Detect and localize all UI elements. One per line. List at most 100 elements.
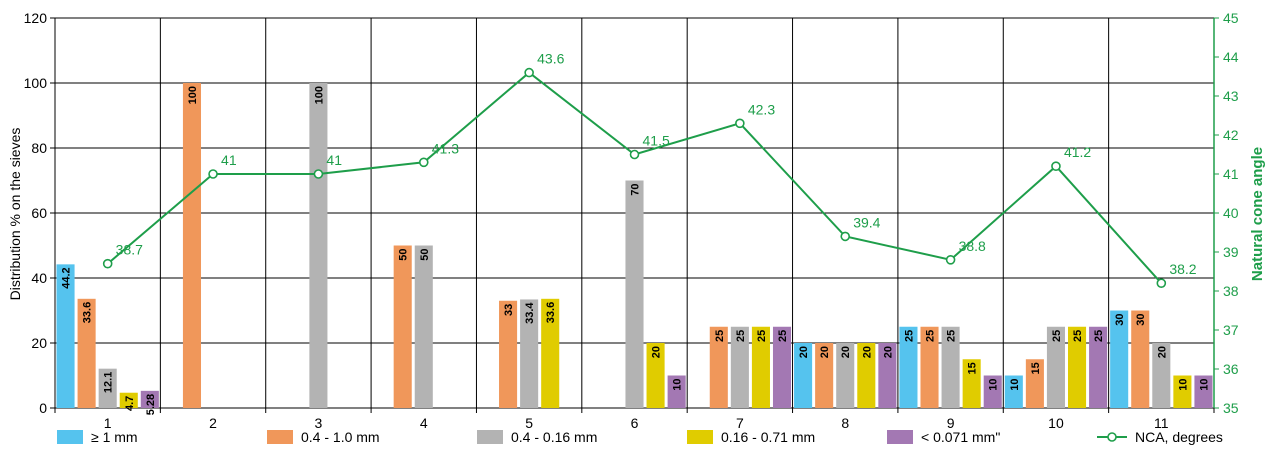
bar (920, 326, 939, 408)
bar-value-label: 10 (1177, 379, 1189, 391)
nca-point-label: 42.3 (748, 101, 775, 117)
bar (815, 343, 834, 408)
legend: ≥ 1 mm 0.4 - 1.0 mm 0.4 - 0.16 mm 0.16 - 0.… (57, 429, 1223, 445)
bar-value-label: 25 (777, 330, 789, 342)
legend-line-marker (1107, 432, 1117, 442)
bar (119, 392, 138, 408)
bar (794, 343, 813, 408)
bar-value-label: 25 (1093, 330, 1105, 342)
bar (1131, 310, 1150, 408)
y-tick-label: 100 (24, 75, 48, 91)
bar (1067, 326, 1087, 408)
bar-value-label: 15 (1030, 362, 1042, 374)
bar (1025, 359, 1044, 408)
legend-label: NCA, degrees (1135, 429, 1223, 445)
bar-value-label: 10 (1198, 379, 1210, 391)
bar-value-label: 25 (903, 330, 915, 342)
legend-swatch (687, 430, 713, 444)
bar (541, 298, 560, 408)
y2-tick-label: 41 (1223, 166, 1239, 182)
bar (499, 300, 518, 408)
bar (646, 343, 665, 408)
bar-value-label: 4.7 (124, 396, 136, 411)
y2-tick-label: 35 (1223, 400, 1239, 416)
legend-label: < 0.071 mm" (921, 429, 1000, 445)
bar (730, 326, 749, 408)
bar-value-label: 50 (398, 249, 410, 261)
nca-point-label: 39.4 (853, 214, 880, 230)
bar-value-label: 100 (313, 86, 325, 104)
bar-value-label: 20 (651, 346, 663, 358)
x-tick-label: 9 (947, 415, 955, 431)
bar (667, 375, 686, 408)
bar-value-label: 44.2 (61, 267, 73, 288)
bar-value-label: 25 (946, 330, 958, 342)
nca-point-label: 41.5 (643, 133, 670, 149)
y2-tick-label: 38 (1223, 283, 1239, 299)
bar-value-label: 25 (925, 330, 937, 342)
bar (182, 83, 202, 408)
y-axis-label: Distribution % on the sieves (7, 128, 23, 301)
y-tick-label: 20 (31, 335, 47, 351)
nca-point (1156, 278, 1167, 289)
bar (962, 359, 981, 408)
legend-label: 0.16 - 0.71 mm (721, 429, 815, 445)
bar (1046, 326, 1065, 408)
bar-value-label: 25 (756, 330, 768, 342)
nca-point-label: 38.8 (959, 238, 986, 254)
y2-tick-label: 39 (1223, 244, 1239, 260)
legend-label: 0.4 - 0.16 mm (511, 429, 597, 445)
bar (857, 343, 876, 408)
legend-swatch (267, 430, 293, 444)
bar-value-label: 33 (503, 304, 515, 316)
bar-value-label: 25 (735, 330, 747, 342)
bar-value-label: 30 (1114, 314, 1126, 326)
nca-point (945, 254, 956, 265)
bar-value-label: 33.6 (82, 302, 94, 323)
y2-tick-label: 44 (1223, 49, 1239, 65)
nca-line: 38.7 41 41 41.3 43.6 41.5 42.3 39.4 38.8 41.2 38.2 (102, 51, 1197, 289)
y-tick-label: 60 (31, 205, 47, 221)
x-tick-label: 11 (1154, 415, 1169, 431)
bar (983, 375, 1002, 408)
nca-point-label: 41.3 (432, 140, 459, 156)
bar (56, 264, 75, 408)
y-tick-label: 0 (39, 400, 47, 416)
bar-value-label: 15 (967, 362, 979, 374)
legend-label: 0.4 - 1.0 mm (301, 429, 380, 445)
y2-tick-label: 45 (1223, 10, 1239, 26)
legend-swatch (57, 430, 83, 444)
x-tick-label: 7 (736, 415, 744, 431)
nca-point-label: 38.2 (1169, 261, 1196, 277)
bar-value-label: 33.4 (524, 302, 536, 324)
nca-point-label: 38.7 (116, 242, 143, 258)
nca-point (1051, 161, 1061, 171)
bar-value-label: 50 (419, 249, 431, 261)
nca-point (208, 169, 218, 179)
bar-value-label: 100 (187, 86, 199, 104)
bar-value-label: 10 (1009, 379, 1021, 391)
y2-tick-label: 40 (1223, 205, 1239, 221)
bar (520, 299, 539, 408)
bar-value-label: 25 (714, 330, 726, 342)
bar-value-label: 5.28 (145, 394, 157, 415)
bar (1004, 375, 1023, 408)
legend-swatch (477, 430, 503, 444)
nca-point (102, 258, 113, 269)
nca-point (735, 118, 745, 129)
nca-point-label: 41.2 (1064, 144, 1091, 160)
nca-point (629, 149, 640, 160)
x-tick-label: 2 (209, 415, 217, 431)
legend-swatch (887, 430, 913, 444)
bar (772, 326, 792, 408)
bar (77, 298, 96, 408)
nca-point (524, 67, 534, 78)
bar (709, 326, 728, 408)
bar (878, 343, 897, 408)
x-tick-label: 8 (841, 415, 849, 431)
y-tick-label: 80 (31, 140, 47, 156)
x-tick-label: 1 (104, 415, 112, 431)
bar (1152, 343, 1171, 408)
bar (625, 180, 644, 408)
